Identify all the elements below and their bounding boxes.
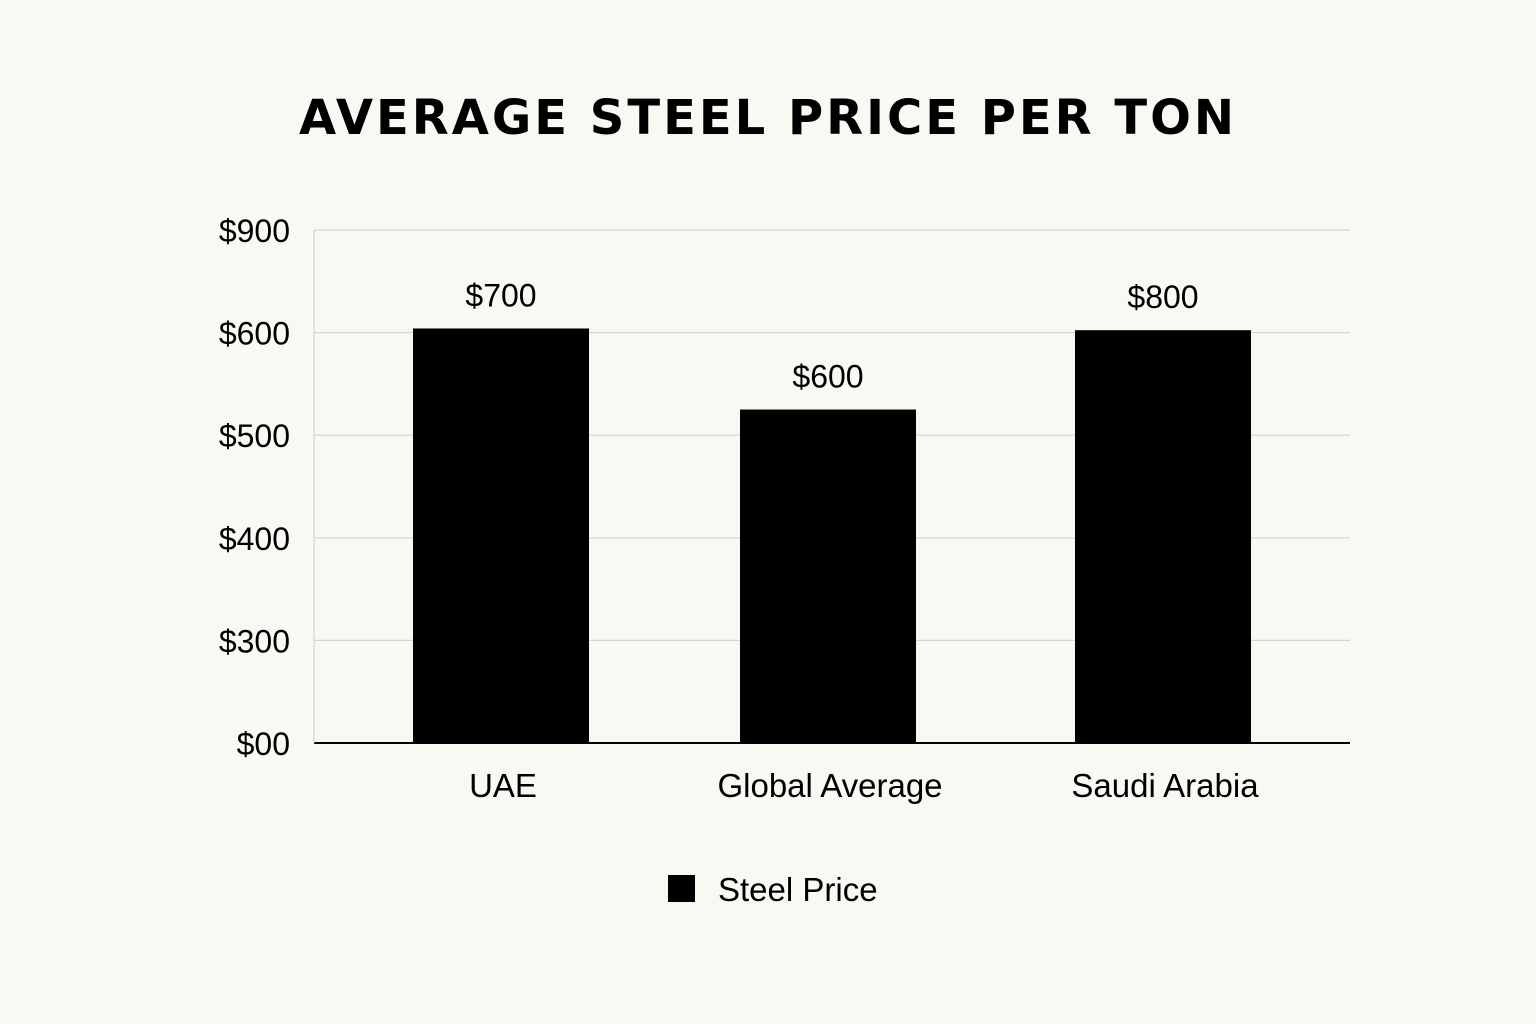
bar-saudi-arabia — [1075, 330, 1251, 743]
y-tick-label: $300 — [219, 623, 290, 659]
y-tick-label: $500 — [219, 418, 290, 454]
bar-global-average — [740, 409, 916, 743]
chart-title: AVERAGE STEEL PRICE PER TON — [298, 90, 1238, 146]
y-axis-ticks: $00 $300 $400 $500 $600 $900 — [219, 213, 290, 762]
data-labels: $700 $600 $800 — [465, 277, 1198, 394]
y-tick-label: $400 — [219, 521, 290, 557]
bars — [413, 328, 1251, 743]
y-tick-label: $600 — [219, 316, 290, 352]
legend: Steel Price — [668, 871, 878, 908]
data-label: $800 — [1127, 279, 1198, 315]
bar-uae — [413, 328, 589, 743]
x-category-label: Global Average — [717, 767, 942, 804]
legend-swatch — [668, 875, 695, 902]
x-category-label: Saudi Arabia — [1071, 767, 1259, 804]
data-label: $700 — [465, 277, 536, 313]
y-tick-label: $900 — [219, 213, 290, 249]
y-tick-label: $00 — [237, 726, 290, 762]
x-axis-categories: UAE Global Average Saudi Arabia — [469, 767, 1259, 804]
legend-label: Steel Price — [718, 871, 878, 908]
data-label: $600 — [792, 359, 863, 395]
x-category-label: UAE — [469, 767, 537, 804]
